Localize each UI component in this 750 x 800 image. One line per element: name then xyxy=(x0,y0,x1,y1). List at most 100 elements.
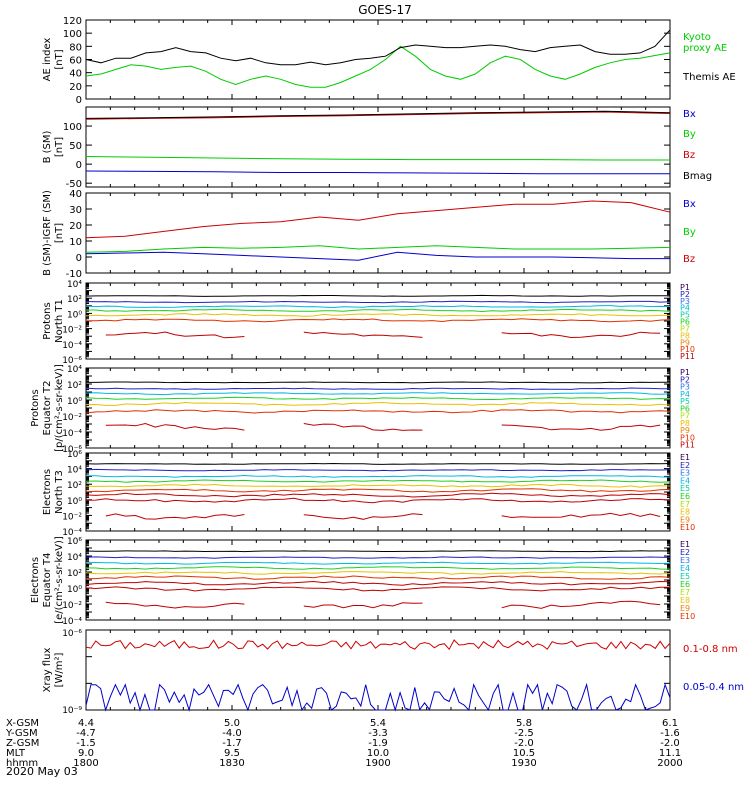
b-igrf-ytick-label: 20 xyxy=(69,221,82,232)
electrons-t3-channel-line xyxy=(501,512,661,519)
protons-t1-legend-label: P10 xyxy=(680,345,695,354)
ae-ytick-label: 120 xyxy=(63,16,82,27)
orbit-cell: 1830 xyxy=(219,758,244,769)
protons-t2-frame xyxy=(85,367,671,449)
protons-t1-legend-label: P5 xyxy=(680,311,690,320)
b-igrf-legend-label: By xyxy=(683,227,696,238)
electrons-t3-channel-line xyxy=(85,479,671,483)
b-sm-ytick-label: -50 xyxy=(66,179,82,190)
b-sm-series-line xyxy=(85,110,671,119)
b-sm-legend-label: Bx xyxy=(683,109,696,120)
orbit-row-label: hhmm xyxy=(6,758,38,769)
orbit-cell: 10.0 xyxy=(367,748,389,759)
ae-ytick-label: 100 xyxy=(63,29,82,40)
protons-t1-ylabel: North T1 xyxy=(54,299,65,343)
protons-t2-legend-label: P8 xyxy=(680,419,690,428)
ae-ytick-label: 20 xyxy=(69,82,82,93)
protons-t2-ytick-label: 10⁻² xyxy=(62,413,82,423)
electrons-t4-ytick-label: 10² xyxy=(67,569,82,579)
protons-t2-legend-label: P1 xyxy=(680,368,690,377)
protons-t2-channel-line xyxy=(86,381,671,384)
protons-t2-ytick-label: 10⁻⁴ xyxy=(62,429,82,439)
date-label: 2020 May 03 xyxy=(6,765,78,778)
xray-short-line xyxy=(85,682,671,712)
electrons-t3-ytick-label: 10⁻² xyxy=(62,512,82,522)
ae-frame xyxy=(85,19,671,100)
orbit-cell: -4.0 xyxy=(222,728,242,739)
b-sm-series-line xyxy=(85,111,671,120)
b-igrf-ytick-label: -10 xyxy=(66,269,82,280)
b-sm-panel: B (SM) [nT] -50 0 50 100 Bx By Bz Bmag xyxy=(42,106,712,190)
xray-legend-label: 0.05-0.4 nm xyxy=(683,682,744,693)
ae-ytick-label: 40 xyxy=(69,69,82,80)
orbit-cell: 9.5 xyxy=(224,748,240,759)
orbit-cell: 1900 xyxy=(365,758,390,769)
orbit-row-label: MLT xyxy=(6,748,26,759)
electrons-t3-legend-label: E10 xyxy=(680,523,695,532)
electrons-t4-channel-line xyxy=(85,566,671,570)
electrons-t4-legend-label: E1 xyxy=(680,540,690,549)
orbit-row-label: Z-GSM xyxy=(6,738,39,749)
protons-t2-legend-label: P5 xyxy=(680,397,690,406)
orbit-cell: -3.3 xyxy=(368,728,388,739)
electrons-t4-legend-label: E9 xyxy=(680,604,690,613)
protons-t1-legend-label: P4 xyxy=(680,304,690,313)
electrons-t3-ytick-label: 10⁶ xyxy=(67,450,82,460)
electrons-t4-legend-label: E8 xyxy=(680,596,690,605)
orbit-cell: 5.0 xyxy=(224,718,240,729)
electrons-t3-ytick-label: 10⁴ xyxy=(67,466,82,476)
electrons-t4-legend-label: E10 xyxy=(680,612,695,621)
electrons-t4-legend-label: E6 xyxy=(680,580,690,589)
b-igrf-legend-label: Bz xyxy=(683,254,695,265)
protons-t1-channel-line xyxy=(85,305,671,309)
orbit-cell: -1.7 xyxy=(222,738,242,749)
ae-legend-label: Themis AE xyxy=(682,72,736,83)
b-igrf-panel: B (SM)-IGRF (SM) [nT] -10 0 10 20 30 40 Bx By Bz xyxy=(42,189,696,280)
protons-t1-ytick-label: 10⁰ xyxy=(67,310,82,320)
protons-t2-ylabel: [p/(cm²-s-sr-keV)] xyxy=(54,364,65,452)
orbit-cell: -2.5 xyxy=(514,728,534,739)
electrons-t4-channel-line xyxy=(85,571,671,575)
electrons-t3-legend-label: E7 xyxy=(680,500,690,509)
orbit-cell: -1.9 xyxy=(368,738,388,749)
orbit-cell: 11.1 xyxy=(659,748,681,759)
protons-t1-panel: Protons North T1 10⁻⁶ 10⁻⁴ 10⁻² 10⁰ 10² 10⁴ P1P2… xyxy=(42,280,695,366)
electrons-t3-channel-line xyxy=(303,513,423,520)
electrons-t4-ytick-label: 10⁶ xyxy=(67,537,82,547)
b-igrf-ylabel: B (SM)-IGRF (SM) xyxy=(42,190,53,276)
electrons-t3-ytick-label: 10² xyxy=(67,481,82,491)
protons-t1-channel-line xyxy=(105,331,245,339)
protons-t2-channel-line xyxy=(85,401,671,406)
ae-series-line xyxy=(85,29,671,66)
electrons-t3-legend-label: E9 xyxy=(680,515,690,524)
orbit-cell: -2.0 xyxy=(660,738,680,749)
ae-ytick-label: 60 xyxy=(69,56,82,67)
protons-t2-ytick-label: 10⁴ xyxy=(67,365,82,375)
b-igrf-series-line xyxy=(85,251,670,261)
b-igrf-ylabel: [nT] xyxy=(54,223,65,243)
protons-t2-legend-label: P3 xyxy=(680,383,690,392)
electrons-t4-legend-label: E2 xyxy=(680,548,690,557)
protons-t2-ytick-label: 10² xyxy=(67,381,82,391)
protons-t1-legend-label: P2 xyxy=(680,290,690,299)
ae-legend-label: proxy AE xyxy=(683,43,727,54)
electrons-t4-channel-line xyxy=(85,580,671,586)
orbit-cell: -1.6 xyxy=(660,728,680,739)
protons-t2-legend-label: P7 xyxy=(680,412,690,421)
protons-t2-legend-label: P2 xyxy=(680,375,690,384)
ae-ytick-label: 80 xyxy=(69,42,82,53)
b-sm-legend-label: Bmag xyxy=(683,171,712,182)
xray-ytick-label: 10⁻⁶ xyxy=(62,629,82,639)
protons-t1-legend-label: P7 xyxy=(680,324,690,333)
protons-t2-channel-line xyxy=(85,396,671,401)
electrons-t3-channel-line xyxy=(86,474,671,478)
protons-t2-legend-label: P10 xyxy=(680,433,695,442)
electrons-t3-ylabel: North T3 xyxy=(54,470,65,514)
xray-ylabel: Xray flux xyxy=(42,648,53,693)
protons-t2-channel-line xyxy=(85,387,670,390)
protons-t1-legend-label: P8 xyxy=(680,331,690,340)
b-igrf-ytick-label: 0 xyxy=(76,253,82,264)
electrons-t3-legend-label: E1 xyxy=(680,453,690,462)
